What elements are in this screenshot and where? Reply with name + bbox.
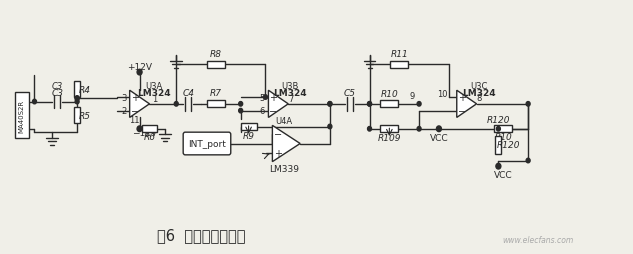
Bar [391, 61, 408, 68]
Circle shape [526, 158, 530, 163]
Text: R10: R10 [380, 90, 398, 99]
Text: C4: C4 [182, 89, 194, 98]
Bar [380, 126, 398, 133]
Text: R6: R6 [144, 133, 156, 142]
Text: R5: R5 [79, 111, 91, 120]
Text: MA40S2R: MA40S2R [18, 99, 25, 132]
Text: 8: 8 [477, 93, 482, 102]
Text: −: − [274, 130, 282, 140]
Polygon shape [268, 91, 288, 118]
Circle shape [417, 102, 421, 107]
Bar [380, 101, 398, 108]
Text: www.elecfans.com: www.elecfans.com [503, 235, 573, 244]
Bar [241, 124, 256, 130]
Text: R120: R120 [496, 140, 520, 150]
Polygon shape [272, 126, 300, 162]
Text: +: + [270, 93, 277, 103]
Text: 6: 6 [260, 107, 265, 116]
Text: R9: R9 [242, 132, 254, 140]
Circle shape [32, 100, 37, 104]
Circle shape [417, 127, 421, 132]
Text: U4A: U4A [276, 117, 293, 126]
Text: 2: 2 [121, 107, 127, 116]
Text: LM339: LM339 [269, 164, 299, 173]
Text: R10: R10 [494, 133, 512, 142]
Text: R120: R120 [487, 116, 510, 125]
Text: 1: 1 [152, 94, 157, 103]
Circle shape [368, 102, 372, 107]
Text: LM324: LM324 [461, 89, 496, 98]
Text: U3A: U3A [145, 82, 162, 91]
Circle shape [328, 125, 332, 129]
Text: +: + [458, 93, 466, 103]
Text: −: − [458, 106, 466, 116]
Circle shape [328, 102, 332, 107]
Text: VCC: VCC [430, 134, 448, 143]
Circle shape [526, 102, 530, 107]
Bar [142, 126, 158, 133]
Text: U3B: U3B [282, 82, 299, 91]
Text: U3C: U3C [470, 82, 487, 91]
Bar [74, 108, 80, 124]
Circle shape [174, 102, 179, 107]
Bar [496, 136, 501, 154]
Text: 9: 9 [410, 92, 415, 101]
Circle shape [137, 126, 142, 132]
Circle shape [328, 102, 332, 107]
Text: LM324: LM324 [137, 89, 170, 98]
Circle shape [239, 109, 242, 114]
Polygon shape [457, 91, 477, 118]
Text: +: + [130, 93, 139, 103]
FancyBboxPatch shape [183, 133, 231, 155]
Bar [207, 101, 225, 108]
Bar [494, 126, 512, 133]
Text: +12V: +12V [127, 63, 152, 72]
Circle shape [263, 96, 267, 100]
Polygon shape [130, 91, 149, 118]
Circle shape [368, 102, 372, 107]
Text: R11: R11 [391, 50, 408, 59]
Bar [74, 82, 80, 98]
Text: 5: 5 [260, 93, 265, 102]
Text: −: − [130, 106, 139, 116]
Circle shape [239, 102, 242, 107]
Text: 3: 3 [121, 93, 127, 102]
Text: 图6  超声波接收电路: 图6 超声波接收电路 [157, 227, 245, 242]
Circle shape [75, 97, 79, 101]
Text: R8: R8 [210, 50, 222, 59]
Text: −12V: −12V [132, 128, 157, 137]
Text: 7: 7 [289, 94, 294, 103]
Bar [15, 93, 28, 138]
Text: INT_port: INT_port [188, 139, 226, 148]
Text: R7: R7 [210, 89, 222, 98]
Bar [207, 61, 225, 68]
Text: C5: C5 [344, 89, 356, 98]
Circle shape [75, 97, 79, 101]
Text: LM324: LM324 [273, 89, 307, 98]
Circle shape [496, 164, 501, 169]
Text: VCC: VCC [494, 170, 513, 179]
Text: −: − [269, 106, 277, 116]
Text: R109: R109 [378, 134, 401, 143]
Circle shape [368, 127, 372, 132]
Circle shape [137, 70, 142, 76]
Text: 11: 11 [129, 116, 140, 125]
Text: R4: R4 [79, 85, 91, 94]
Text: 10: 10 [437, 90, 447, 99]
Circle shape [75, 100, 79, 104]
Circle shape [496, 127, 500, 132]
Text: C3: C3 [51, 89, 63, 98]
Text: C3: C3 [52, 82, 63, 91]
Text: +: + [274, 148, 282, 158]
Circle shape [436, 126, 441, 132]
